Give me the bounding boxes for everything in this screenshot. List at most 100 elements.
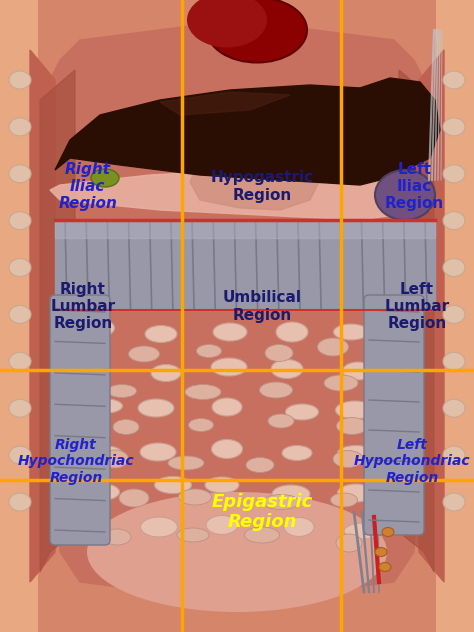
Ellipse shape — [263, 494, 300, 509]
Text: Right
Lumbar
Region: Right Lumbar Region — [50, 282, 116, 331]
Ellipse shape — [78, 319, 115, 337]
Ellipse shape — [284, 518, 314, 537]
Ellipse shape — [443, 165, 465, 183]
Ellipse shape — [379, 562, 391, 571]
Ellipse shape — [168, 456, 204, 470]
Ellipse shape — [145, 325, 177, 343]
Ellipse shape — [128, 346, 159, 362]
Text: Left
Lumbar
Region: Left Lumbar Region — [384, 282, 450, 331]
Polygon shape — [190, 155, 320, 210]
Text: Hypogastric
Region: Hypogastric Region — [210, 170, 314, 203]
Ellipse shape — [337, 484, 374, 502]
Ellipse shape — [318, 338, 348, 356]
Ellipse shape — [443, 118, 465, 136]
Ellipse shape — [9, 399, 31, 417]
Ellipse shape — [83, 399, 122, 413]
Text: Right
Hypochondriac
Region: Right Hypochondriac Region — [18, 438, 134, 485]
Ellipse shape — [119, 489, 149, 507]
Ellipse shape — [375, 170, 435, 220]
Ellipse shape — [211, 358, 247, 376]
Ellipse shape — [443, 305, 465, 324]
Ellipse shape — [334, 324, 368, 340]
Ellipse shape — [336, 401, 374, 419]
Ellipse shape — [443, 352, 465, 370]
Ellipse shape — [375, 547, 387, 557]
Ellipse shape — [179, 489, 211, 505]
Ellipse shape — [333, 451, 363, 468]
Ellipse shape — [113, 420, 139, 435]
Ellipse shape — [138, 399, 174, 417]
Ellipse shape — [324, 375, 358, 391]
Ellipse shape — [245, 527, 280, 543]
Ellipse shape — [268, 414, 294, 428]
Ellipse shape — [276, 322, 308, 342]
Polygon shape — [55, 220, 435, 310]
Polygon shape — [40, 20, 434, 602]
FancyBboxPatch shape — [364, 295, 424, 535]
Ellipse shape — [101, 450, 128, 468]
Text: Right
Iliac
Region: Right Iliac Region — [58, 162, 117, 211]
Ellipse shape — [73, 515, 109, 535]
Ellipse shape — [140, 443, 176, 461]
Ellipse shape — [211, 439, 243, 458]
Ellipse shape — [265, 344, 293, 362]
Ellipse shape — [259, 382, 292, 398]
Ellipse shape — [9, 71, 31, 89]
Ellipse shape — [155, 477, 191, 494]
Polygon shape — [30, 50, 55, 582]
Ellipse shape — [197, 344, 221, 358]
Ellipse shape — [82, 483, 119, 501]
Ellipse shape — [443, 212, 465, 229]
Ellipse shape — [87, 492, 387, 612]
Ellipse shape — [9, 446, 31, 464]
Ellipse shape — [343, 362, 374, 380]
Ellipse shape — [91, 169, 119, 187]
Ellipse shape — [207, 0, 307, 63]
Ellipse shape — [9, 118, 31, 136]
FancyBboxPatch shape — [0, 0, 38, 632]
Ellipse shape — [187, 0, 267, 47]
Ellipse shape — [91, 446, 122, 462]
Ellipse shape — [443, 71, 465, 89]
Ellipse shape — [9, 305, 31, 324]
Ellipse shape — [285, 404, 319, 420]
Ellipse shape — [9, 165, 31, 183]
Ellipse shape — [344, 523, 382, 539]
Ellipse shape — [443, 493, 465, 511]
Text: Umbilical
Region: Umbilical Region — [223, 290, 301, 323]
Ellipse shape — [9, 352, 31, 370]
Ellipse shape — [140, 517, 177, 537]
Ellipse shape — [73, 365, 108, 384]
Ellipse shape — [443, 399, 465, 417]
Text: Left
Iliac
Region: Left Iliac Region — [385, 162, 444, 211]
Ellipse shape — [336, 534, 362, 552]
Ellipse shape — [206, 516, 238, 535]
Ellipse shape — [9, 258, 31, 277]
Polygon shape — [360, 78, 440, 170]
Ellipse shape — [443, 446, 465, 464]
Ellipse shape — [382, 528, 394, 537]
Polygon shape — [55, 85, 420, 185]
Polygon shape — [55, 220, 435, 238]
Ellipse shape — [337, 418, 367, 435]
Ellipse shape — [9, 493, 31, 511]
Ellipse shape — [108, 384, 137, 398]
Ellipse shape — [330, 493, 357, 507]
Ellipse shape — [282, 446, 312, 461]
FancyBboxPatch shape — [50, 295, 110, 545]
Polygon shape — [50, 170, 430, 220]
Ellipse shape — [189, 418, 213, 432]
FancyBboxPatch shape — [436, 0, 474, 632]
Text: Epigastric
Region: Epigastric Region — [211, 492, 313, 532]
Ellipse shape — [103, 529, 131, 545]
Ellipse shape — [246, 458, 274, 473]
Text: Left
Hypochondriac
Region: Left Hypochondriac Region — [354, 438, 471, 485]
Ellipse shape — [9, 212, 31, 229]
Polygon shape — [40, 70, 75, 572]
Ellipse shape — [337, 446, 374, 461]
Ellipse shape — [443, 258, 465, 277]
Ellipse shape — [271, 360, 303, 379]
Polygon shape — [160, 92, 290, 115]
Ellipse shape — [212, 398, 242, 416]
Ellipse shape — [151, 365, 181, 382]
